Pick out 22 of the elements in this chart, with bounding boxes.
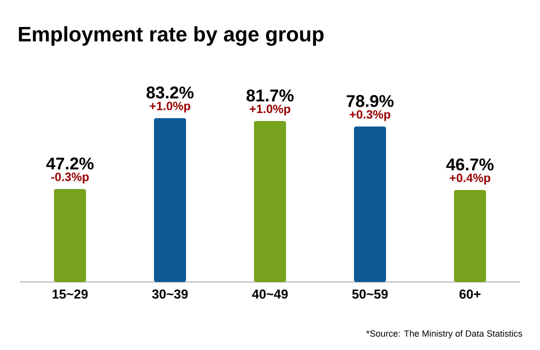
x-tick-label: 30~39 — [152, 290, 188, 299]
chart-title: Employment rate by age group — [18, 26, 324, 46]
bar — [154, 118, 186, 282]
x-tick-label: 50~59 — [352, 290, 388, 299]
text: *Source: The Ministry of Data Statistics — [366, 330, 522, 338]
data-label: 81.7% — [246, 90, 294, 102]
x-tick-label: 60+ — [459, 290, 480, 299]
data-label: 83.2% — [146, 86, 194, 99]
data-label: 46.7% — [446, 158, 494, 170]
data-label: 47.2% — [46, 158, 94, 170]
annotation: +0.3%p — [350, 110, 390, 122]
annotation: +0.4%p — [450, 174, 490, 184]
bar — [454, 190, 486, 282]
bar — [354, 126, 386, 282]
x-tick-label: 15~29 — [52, 290, 88, 299]
annotation: -0.3%p — [51, 172, 89, 184]
annotation: +1.0%p — [150, 102, 190, 113]
bar — [54, 188, 86, 282]
data-label: 78.9% — [346, 95, 394, 108]
bar — [254, 121, 286, 282]
annotation: +1.0%p — [250, 104, 290, 116]
x-tick-label: 40~49 — [252, 290, 288, 299]
